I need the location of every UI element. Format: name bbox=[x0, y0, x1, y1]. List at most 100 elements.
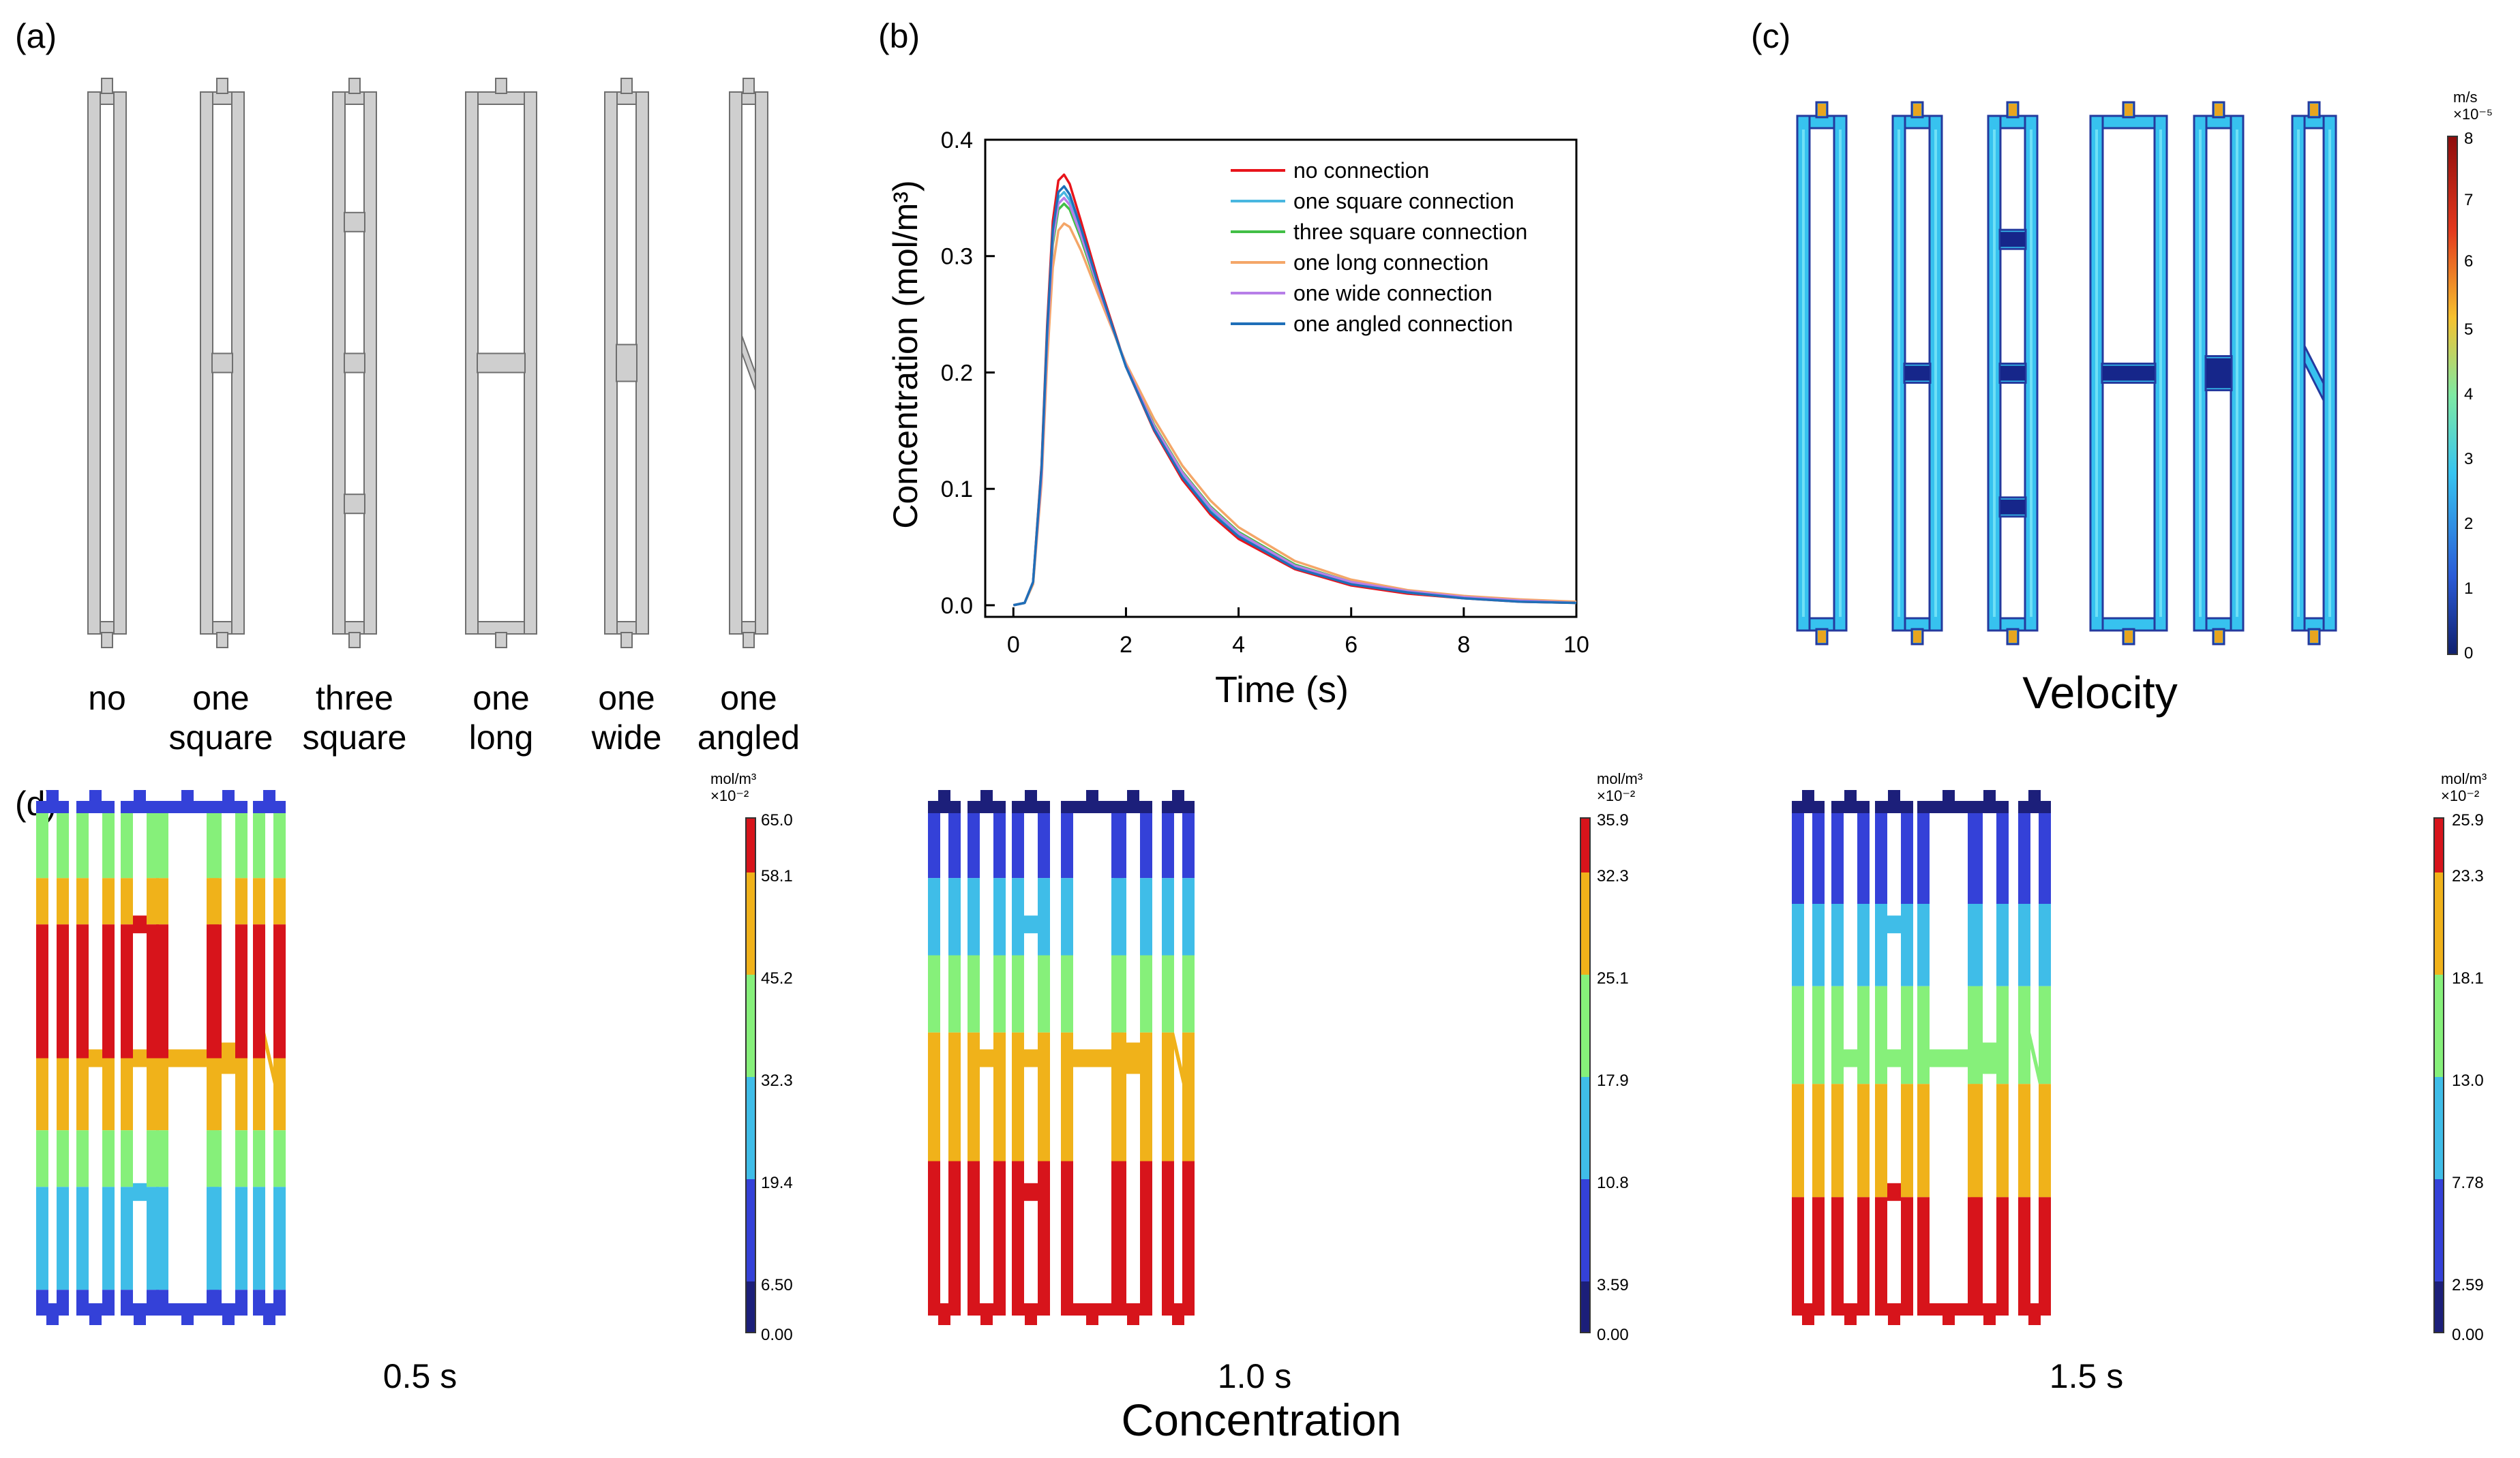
conc-connection bbox=[1844, 1049, 1857, 1067]
conc-top-bar bbox=[928, 801, 961, 813]
conc-band bbox=[967, 1161, 980, 1316]
conc-outlet bbox=[1172, 1314, 1184, 1325]
conc-top-bar bbox=[967, 801, 1006, 813]
conc-band bbox=[36, 1187, 48, 1290]
conc-inlet bbox=[2028, 790, 2041, 802]
conc-bottom-bar bbox=[121, 1303, 159, 1316]
conc-band bbox=[147, 924, 159, 1059]
conc-colorbar-segment bbox=[746, 872, 755, 975]
conc-band bbox=[253, 801, 265, 879]
conc-bottom-bar bbox=[1831, 1303, 1870, 1316]
conc-band bbox=[2018, 904, 2030, 986]
conc-top-bar bbox=[2018, 801, 2051, 813]
conc-outlet bbox=[980, 1314, 993, 1325]
x-tick-label: 6 bbox=[1345, 632, 1358, 658]
channel-left bbox=[332, 91, 346, 635]
conc-band bbox=[1140, 801, 1152, 879]
conc-band bbox=[1182, 955, 1195, 1033]
conc-outlet bbox=[1983, 1314, 1996, 1325]
vel-tick: 1 bbox=[2464, 579, 2474, 598]
conc-band bbox=[1831, 1197, 1844, 1316]
conc-outlet bbox=[1802, 1314, 1814, 1325]
conc-band bbox=[1875, 1197, 1887, 1316]
velocity-core-left bbox=[2297, 130, 2300, 617]
conc-inlet bbox=[980, 790, 993, 802]
conc3-tick: 25.9 bbox=[2452, 811, 2484, 830]
conc-band bbox=[967, 801, 980, 879]
conc2-tick: 3.59 bbox=[1597, 1276, 1629, 1294]
x-tick-label: 4 bbox=[1232, 632, 1245, 658]
velocity-title: Velocity bbox=[2022, 667, 2178, 718]
conc-band bbox=[36, 1130, 48, 1187]
connection-low-velocity bbox=[2000, 499, 2025, 515]
outlet-stub bbox=[495, 632, 507, 648]
conc-band bbox=[1114, 1161, 1126, 1316]
conc-band bbox=[1857, 801, 1870, 904]
conc-top-bar bbox=[1792, 801, 1825, 813]
channel-right bbox=[363, 91, 377, 635]
connection bbox=[344, 352, 365, 374]
conc-band bbox=[1875, 986, 1887, 1084]
conc-bottom-bar bbox=[1792, 1303, 1825, 1316]
conc-colorbar-unit-1: mol/m³ ×10⁻² bbox=[710, 770, 757, 804]
channel-left bbox=[465, 91, 479, 635]
conc-band bbox=[1812, 1197, 1825, 1316]
conc-outlet bbox=[181, 1314, 194, 1325]
conc-connection bbox=[1024, 915, 1038, 934]
conc-band bbox=[102, 801, 115, 879]
conc-band bbox=[102, 1130, 115, 1187]
conc-band bbox=[57, 801, 69, 879]
conc2-tick: 0.00 bbox=[1597, 1326, 1629, 1344]
conc-inlet bbox=[1025, 790, 1037, 802]
conc-band bbox=[1792, 1197, 1804, 1316]
conc-band bbox=[102, 1058, 115, 1131]
velocity-core-left bbox=[1802, 130, 1805, 617]
conc-band bbox=[121, 801, 133, 879]
conc-band bbox=[1831, 904, 1844, 986]
conc-band bbox=[57, 924, 69, 1059]
conc-band bbox=[2018, 1084, 2030, 1198]
vel-tick: 3 bbox=[2464, 450, 2474, 468]
conc3-tick: 23.3 bbox=[2452, 867, 2484, 885]
conc-colorbar-segment bbox=[2434, 1281, 2444, 1333]
conc-outlet bbox=[1888, 1314, 1900, 1325]
channel-left bbox=[729, 91, 742, 635]
conc-colorbar-segment bbox=[746, 1281, 755, 1333]
conc-band bbox=[156, 924, 168, 1059]
connection bbox=[477, 352, 526, 374]
conc-band bbox=[273, 1187, 286, 1290]
conc-band bbox=[36, 1058, 48, 1131]
conc-outlet bbox=[46, 1314, 59, 1325]
conc-band bbox=[1012, 1032, 1024, 1161]
conc1-tick: 6.50 bbox=[761, 1276, 793, 1294]
conc-band bbox=[948, 801, 961, 879]
x-tick-label: 2 bbox=[1120, 632, 1132, 658]
conc-band bbox=[121, 1130, 133, 1187]
conc-connection bbox=[980, 1049, 993, 1067]
conc-band bbox=[1901, 1197, 1913, 1316]
conc-band bbox=[1038, 1032, 1050, 1161]
conc-band bbox=[1917, 904, 1930, 986]
conc-top-bar bbox=[1114, 801, 1152, 813]
legend-label: three square connection bbox=[1293, 219, 1527, 244]
conc-connection bbox=[133, 1183, 147, 1201]
conc-band bbox=[36, 801, 48, 879]
conc-band bbox=[1182, 878, 1195, 956]
geometry-label-three-square: three square bbox=[302, 679, 407, 757]
conc-top-bar bbox=[1831, 801, 1870, 813]
conc-connection bbox=[133, 915, 147, 934]
conc-band bbox=[1182, 1161, 1195, 1316]
connection bbox=[616, 344, 638, 382]
velocity-core-right bbox=[2159, 130, 2162, 617]
inlet-stub bbox=[742, 78, 755, 94]
conc-band bbox=[121, 1187, 133, 1290]
outlet-hotspot bbox=[2215, 631, 2223, 643]
conc-band bbox=[235, 1058, 247, 1131]
conc-connection bbox=[1887, 1049, 1901, 1067]
conc-band bbox=[121, 924, 133, 1059]
conc-band bbox=[1970, 1197, 1983, 1316]
conc-band bbox=[2039, 1084, 2051, 1198]
vel-tick: 5 bbox=[2464, 320, 2474, 339]
conc-band bbox=[1917, 986, 1930, 1084]
